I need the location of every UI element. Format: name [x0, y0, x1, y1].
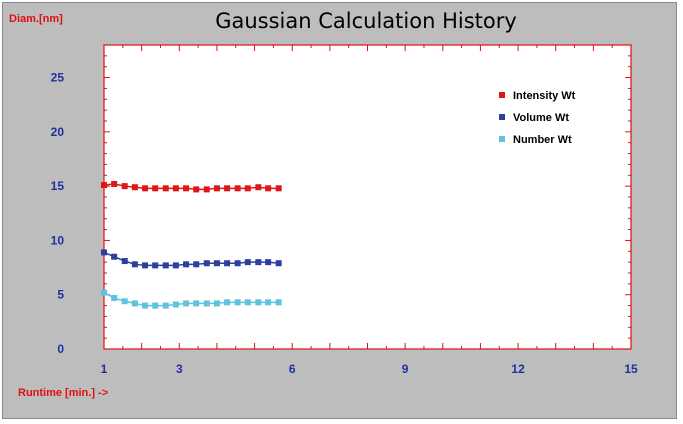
data-point	[172, 301, 179, 308]
legend-marker	[499, 136, 505, 142]
data-point	[234, 260, 241, 267]
data-point	[213, 185, 220, 192]
y-tick-label: 20	[51, 125, 65, 139]
data-point	[255, 259, 262, 266]
y-tick-label: 10	[51, 233, 65, 247]
legend-marker	[499, 114, 505, 120]
y-tick-label: 25	[51, 71, 65, 85]
data-point	[224, 299, 231, 306]
data-point	[193, 300, 200, 307]
data-point	[193, 261, 200, 268]
x-tick-label: 1	[101, 362, 108, 376]
data-point	[111, 294, 118, 301]
data-point	[101, 289, 107, 296]
data-point	[265, 299, 272, 306]
y-tick-label: 15	[51, 179, 65, 193]
data-point	[183, 185, 190, 192]
chart-title: Gaussian Calculation History	[215, 9, 517, 33]
data-point	[101, 182, 107, 189]
y-axis-title: Diam.[nm]	[9, 13, 63, 25]
data-point	[152, 262, 159, 269]
data-point	[265, 259, 272, 266]
data-point	[142, 302, 149, 309]
y-tick-label: 0	[57, 342, 64, 356]
data-point	[111, 180, 118, 187]
data-point	[203, 260, 210, 267]
data-point	[172, 185, 179, 192]
data-point	[244, 185, 251, 192]
y-tick-label: 5	[57, 288, 64, 302]
legend-label: Volume Wt	[513, 112, 569, 124]
x-tick-label: 9	[402, 362, 409, 376]
data-point	[244, 259, 251, 266]
data-point	[183, 300, 190, 307]
data-point	[162, 185, 169, 192]
legend-label: Intensity Wt	[513, 90, 576, 102]
data-point	[213, 300, 220, 307]
data-point	[193, 186, 200, 193]
data-point	[255, 299, 262, 306]
data-point	[131, 184, 138, 191]
data-point	[162, 302, 169, 309]
data-point	[152, 302, 159, 309]
legend-marker	[499, 92, 505, 98]
x-axis-title: Runtime [min.] ->	[18, 387, 108, 399]
data-point	[183, 261, 190, 268]
data-point	[224, 185, 231, 192]
data-point	[142, 185, 149, 192]
data-point	[255, 184, 262, 191]
legend-label: Number Wt	[513, 134, 572, 146]
data-point	[172, 262, 179, 269]
data-point	[213, 260, 220, 267]
data-point	[131, 261, 138, 268]
data-point	[275, 299, 282, 306]
data-point	[121, 298, 128, 305]
data-point	[121, 258, 128, 265]
data-point	[152, 185, 159, 192]
data-point	[265, 185, 272, 192]
data-point	[111, 253, 118, 260]
data-point	[121, 183, 128, 190]
data-point	[203, 186, 210, 193]
x-tick-label: 12	[511, 362, 525, 376]
data-point	[162, 262, 169, 269]
data-point	[131, 300, 138, 307]
data-point	[234, 299, 241, 306]
data-point	[234, 185, 241, 192]
data-point	[142, 262, 149, 269]
data-point	[203, 300, 210, 307]
x-tick-label: 6	[289, 362, 296, 376]
data-point	[275, 260, 282, 267]
data-point	[224, 260, 231, 267]
data-point	[244, 299, 251, 306]
x-tick-label: 3	[176, 362, 183, 376]
plot-area	[103, 44, 632, 350]
data-point	[101, 249, 107, 256]
x-tick-label: 15	[624, 362, 638, 376]
data-point	[275, 185, 282, 192]
